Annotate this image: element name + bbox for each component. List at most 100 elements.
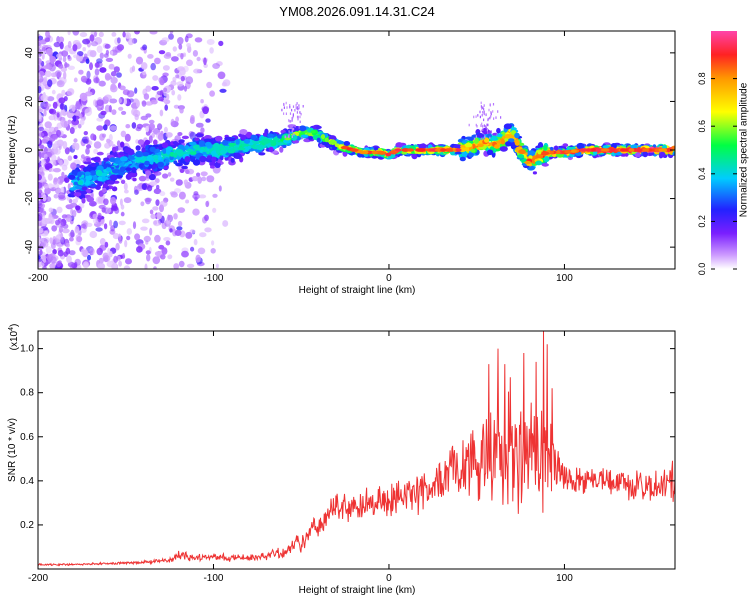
spectrogram-cell [195,254,201,263]
spectrogram-cell [479,115,481,119]
spectrogram-cell [377,150,386,155]
spectrogram-cell [81,186,88,191]
spectrogram-cell [158,50,166,55]
spectrogram-cell [131,122,137,129]
colorbar-gradient [711,31,737,269]
spectrogram-cell [489,136,491,140]
spectrogram-cell [72,198,79,204]
spectrogram-cell [527,150,536,157]
spectrogram-cell [53,42,61,48]
spectrogram-cell [159,79,165,86]
spectrogram-cell [64,177,70,184]
spectrogram-cell [504,134,512,139]
spectrogram-cell [38,262,45,268]
spectrogram-cell [52,101,58,109]
spectrogram-cell [96,247,103,256]
spectrogram-cell [308,136,313,140]
spectrogram-cell [178,139,185,143]
spectrogram-cell [48,115,56,121]
x-tick-label: -200 [28,273,48,284]
spectrogram-cell [497,110,499,113]
spectrogram-cell [184,85,187,92]
spectrogram-cell [181,135,189,140]
spectrogram-cell [120,130,127,138]
snr-multiplier: (x104) [8,324,20,351]
spectrogram-cell [168,33,174,40]
snr-panel: -200 -100 0 100 0.2 0.4 0.6 0.8 1.0 Height of st… [7,324,676,596]
spectrogram-cell [211,240,215,246]
spectrogram-cell [283,139,291,144]
spectrogram-cell [483,137,490,143]
spectrogram-cell [349,148,359,152]
spectrogram-cell [81,190,88,195]
spectrogram-cell [79,118,85,126]
spectrogram-cell [96,58,103,64]
spectrogram-cell [152,219,161,227]
spectrogram-cell [440,148,447,152]
spectrogram-cell [543,144,548,151]
spectrogram-cell [204,135,212,140]
spectrogram-cell [90,183,97,188]
spectrogram-cell [418,143,427,150]
y-tick-label: 1.0 [20,344,34,355]
spectrogram-cell [483,108,485,111]
spectrogram-cell [68,174,76,180]
spectrogram-cell [40,241,49,248]
spectrogram-cell [89,230,98,239]
spectrogram-cell [38,105,42,113]
spectrogram-cell [287,135,289,138]
spectrogram-cell [203,138,212,143]
spectrogram-cell [518,149,526,155]
spectrogram-cell [127,53,132,59]
spectrogram-cell [315,125,322,129]
spectrogram-cell [225,152,231,156]
spectrogram-cell [123,265,131,269]
spectrogram-cell [217,159,222,164]
spectrogram-cell [44,37,51,42]
spectrogram-cell [146,253,151,262]
spectrogram-cell [106,138,111,144]
spectrogram-cell [543,156,550,163]
spectrogram-cell [268,146,274,152]
spectrogram-cell [635,148,643,152]
spectrogram-cell [59,159,63,167]
spectrogram-cell [178,191,186,200]
spectrogram-cell [173,160,178,165]
spectrogram-cell [292,140,300,144]
spectrogram-cell [218,185,222,192]
spectrogram-cell [173,263,180,269]
spectrogram-cell [209,90,216,97]
spectrogram-cell [62,223,69,229]
spectrogram-cell [648,152,655,156]
spectrogram-cell [215,147,220,155]
spectrogram-cell [270,141,277,147]
spectrogram-cell [490,130,492,133]
spectrogram-cell [51,89,56,95]
spectrogram-cell [489,116,491,120]
spectrogram-cell [57,156,61,164]
spectrogram-cell [407,148,414,152]
spectrogram-cell [38,227,44,234]
spectrogram-cell [135,150,144,158]
spectrogram-cell [141,183,147,191]
spectrogram-cell [82,47,86,52]
spectrogram-cell [417,148,426,152]
spectrogram-cell [104,94,112,101]
spectrogram-cell [75,205,81,211]
spectrogram-cell [83,161,92,165]
spectrogram-cell [80,223,87,229]
spectrogram-cell [239,129,248,135]
spectrogram-cell [227,148,234,152]
spectrogram-cell [53,148,61,155]
spectrogram-cell [149,209,154,215]
spectrogram-cell [162,148,167,154]
spectrogram-cell [40,208,44,214]
spectrogram-cell [49,237,53,244]
spectrogram-cell [454,151,462,155]
spectrogram-cell [59,103,65,110]
spectrogram-cell [67,261,75,268]
spectrogram-cell [505,141,512,147]
spectrogram-cell [38,255,41,260]
spectrogram-cell [482,125,484,128]
spectrogram-cell [140,201,145,207]
